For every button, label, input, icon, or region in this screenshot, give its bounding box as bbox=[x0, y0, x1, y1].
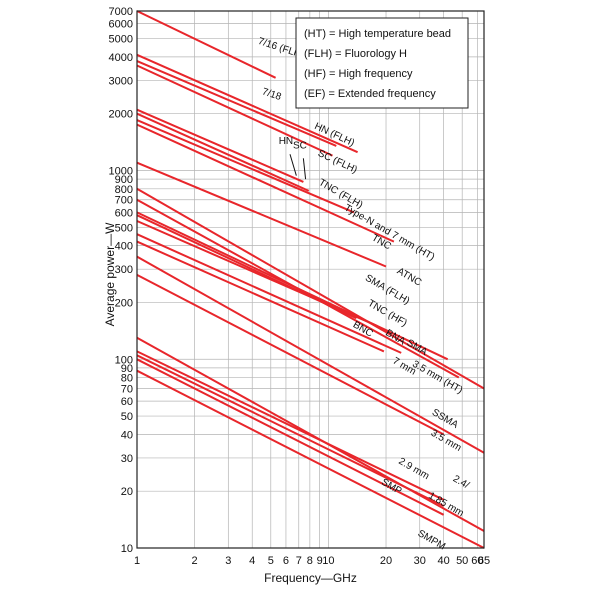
series-label-4: HN bbox=[279, 136, 293, 147]
x-tick-label: 60 bbox=[471, 555, 483, 567]
leader-line-sc bbox=[302, 158, 307, 180]
y-tick-label: 300 bbox=[115, 264, 133, 276]
y-tick-label: 50 bbox=[121, 411, 133, 423]
x-tick-label: 8 bbox=[307, 555, 313, 567]
leader-line-hn bbox=[289, 154, 297, 176]
x-tick-label: 4 bbox=[249, 555, 255, 567]
series-line-15 bbox=[136, 240, 385, 353]
y-tick-label: 600 bbox=[115, 207, 133, 219]
y-tick-label: 80 bbox=[121, 373, 133, 385]
legend-entry-2: (HF) = High frequency bbox=[304, 68, 413, 80]
x-tick-label: 40 bbox=[438, 555, 450, 567]
series-label-23: SMPM bbox=[416, 528, 447, 553]
series-label-20: 2.4/ bbox=[451, 473, 471, 491]
y-tick-label: 10 bbox=[121, 543, 133, 555]
x-tick-label: 7 bbox=[296, 555, 302, 567]
x-tick-label: 2 bbox=[192, 555, 198, 567]
legend-entry-3: (EF) = Extended frequency bbox=[304, 88, 436, 100]
series-line-5 bbox=[136, 112, 310, 192]
series-line-14 bbox=[136, 233, 402, 354]
series-lines bbox=[136, 10, 485, 549]
y-tick-label: 500 bbox=[115, 222, 133, 234]
y-tick-label: 100 bbox=[115, 354, 133, 366]
y-tick-label: 1000 bbox=[109, 166, 133, 178]
y-tick-label: 5000 bbox=[109, 34, 133, 46]
x-tick-label: 10 bbox=[322, 555, 334, 567]
x-tick-label: 6 bbox=[283, 555, 289, 567]
y-tick-label: 900 bbox=[115, 174, 133, 186]
y-tick-label: 30 bbox=[121, 453, 133, 465]
series-line-20 bbox=[136, 354, 445, 507]
x-tick-label: 3 bbox=[225, 555, 231, 567]
y-tick-label: 700 bbox=[115, 195, 133, 207]
series-line-9 bbox=[136, 187, 485, 390]
y-tick-label: 4000 bbox=[109, 52, 133, 64]
x-tick-label: 1 bbox=[134, 555, 140, 567]
y-tick-label: 3000 bbox=[109, 75, 133, 87]
y-tick-label: 20 bbox=[121, 486, 133, 498]
tick-labels: 1 2 3 4 5 6 7 8 9 10 20 30 40 50 606510203040506070809… bbox=[109, 6, 491, 567]
series-line-16 bbox=[136, 255, 485, 454]
x-tick-label: 9 bbox=[317, 555, 323, 567]
legend-entry-1: (FLH) = Fluorology H bbox=[304, 48, 407, 60]
plot-frame bbox=[136, 10, 485, 549]
x-tick-label: 65 bbox=[478, 555, 490, 567]
series-line-22 bbox=[136, 369, 485, 549]
series-line-4 bbox=[136, 108, 304, 183]
y-tick-label: 200 bbox=[115, 297, 133, 309]
series-line-17 bbox=[136, 274, 445, 436]
series-line-2 bbox=[136, 60, 337, 147]
series-line-11 bbox=[136, 211, 449, 361]
legend-background bbox=[295, 17, 469, 109]
series-line-8 bbox=[136, 161, 387, 268]
series-line-19 bbox=[136, 350, 445, 501]
series-label-1: 7/18 bbox=[261, 86, 283, 103]
x-tick-label: 30 bbox=[414, 555, 426, 567]
series-label-13: BNA bbox=[384, 328, 408, 348]
y-tick-label: 400 bbox=[115, 241, 133, 253]
series-line-1 bbox=[136, 53, 359, 154]
series-label-22: SMP bbox=[379, 477, 404, 498]
series-line-7 bbox=[136, 123, 395, 243]
y-tick-label: 60 bbox=[121, 396, 133, 408]
y-axis-title: Average power—W bbox=[103, 222, 117, 326]
x-tick-label: 20 bbox=[380, 555, 392, 567]
series-line-0 bbox=[136, 10, 277, 79]
series-line-3 bbox=[136, 64, 333, 157]
x-tick-label: 50 bbox=[456, 555, 468, 567]
legend-entry-0: (HT) = High temperature bead bbox=[304, 28, 451, 40]
y-tick-label: 6000 bbox=[109, 19, 133, 31]
x-axis-title: Frequency—GHz bbox=[264, 571, 357, 585]
series-line-13 bbox=[136, 220, 378, 327]
series-line-6 bbox=[136, 119, 355, 214]
x-tick-label: 5 bbox=[268, 555, 274, 567]
y-tick-label: 800 bbox=[115, 184, 133, 196]
series-line-21 bbox=[136, 358, 445, 516]
y-tick-label: 40 bbox=[121, 429, 133, 441]
y-tick-label: 7000 bbox=[109, 6, 133, 18]
y-tick-label: 70 bbox=[121, 383, 133, 395]
series-label-3: SC (FLH) bbox=[316, 148, 359, 176]
series-label-21: 1.85 mm bbox=[426, 490, 465, 519]
y-tick-label: 90 bbox=[121, 363, 133, 375]
series-label-19: 2.9 mm bbox=[397, 456, 431, 482]
y-tick-label: 2000 bbox=[109, 109, 133, 121]
series-label-5: SC bbox=[293, 140, 307, 151]
legend-box: (HT) = High temperature bead (FLH) = Fluo… bbox=[295, 17, 469, 109]
